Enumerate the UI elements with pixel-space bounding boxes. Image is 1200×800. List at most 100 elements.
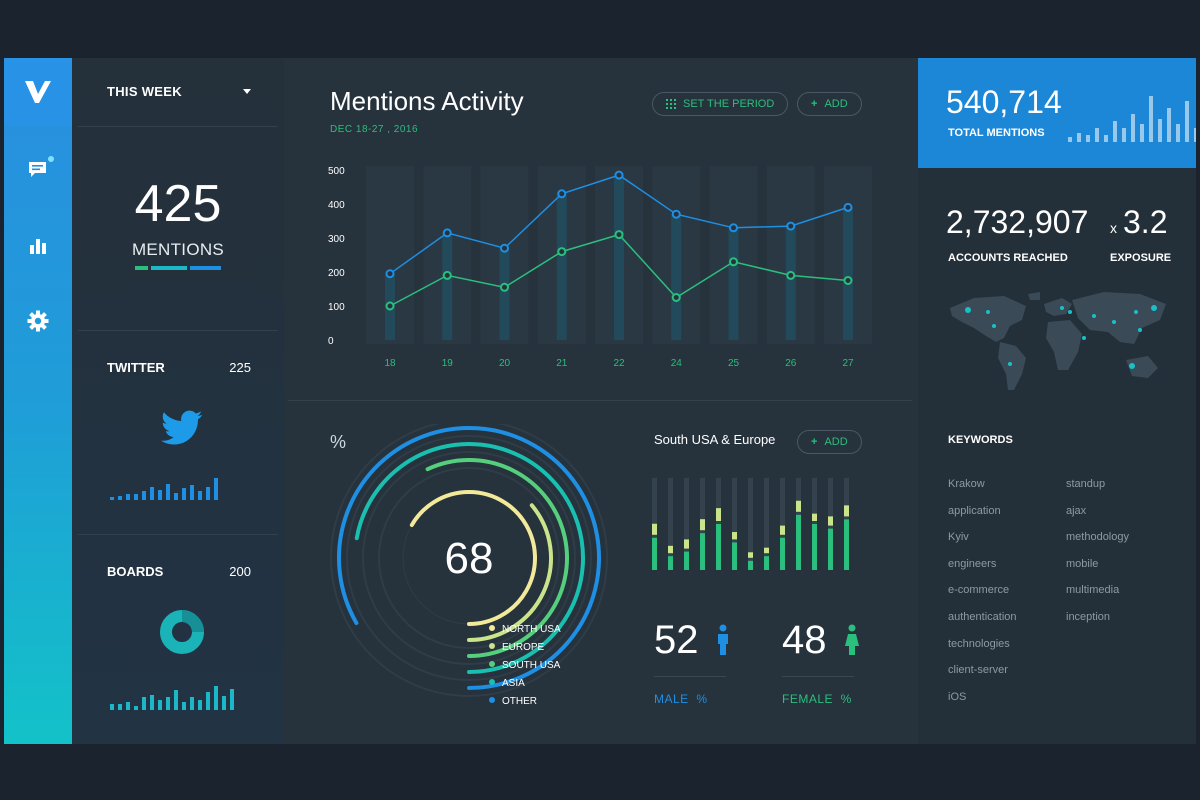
region-title: South USA & Europe [654, 432, 776, 447]
logo[interactable] [4, 58, 72, 126]
nav-settings[interactable] [20, 303, 56, 339]
exposure-label: EXPOSURE [1110, 252, 1172, 264]
spark-bar [158, 489, 162, 500]
region-bar-chart [652, 478, 849, 570]
x-tick-label: 22 [613, 358, 625, 369]
keyword-item[interactable]: standup [1066, 478, 1106, 490]
exposure-prefix: x [1110, 220, 1117, 236]
data-point[interactable] [671, 209, 681, 219]
data-point[interactable] [385, 301, 395, 311]
mentions-indicator [135, 266, 221, 270]
data-point[interactable] [557, 247, 567, 257]
bar-green [732, 542, 737, 570]
x-tick-label: 21 [556, 358, 568, 369]
spark-bar [118, 495, 122, 500]
add-region-button[interactable]: + ADD [797, 430, 862, 454]
plus-icon: + [811, 436, 818, 448]
spark-bar [1095, 128, 1099, 142]
spark-bar [214, 477, 218, 500]
spark-bar [1167, 107, 1171, 142]
bar-green [796, 514, 801, 570]
x-tick-label: 20 [499, 358, 511, 369]
twitter-icon [161, 410, 203, 451]
spark-bar [206, 691, 210, 710]
data-point[interactable] [385, 269, 395, 279]
nav-rail [4, 58, 72, 744]
spark-bar [158, 700, 162, 710]
y-tick-label: 100 [328, 302, 345, 313]
bar-yellow [684, 539, 689, 549]
bar-green [652, 537, 657, 570]
data-point[interactable] [442, 270, 452, 280]
ring-track [378, 467, 560, 649]
keyword-item[interactable]: mobile [1066, 557, 1099, 570]
data-point[interactable] [614, 170, 624, 180]
keyword-item[interactable]: technologies [948, 637, 1010, 650]
add-label: ADD [824, 436, 848, 448]
divider [782, 676, 854, 677]
keyword-item[interactable]: iOS [948, 690, 967, 703]
spark-bar [1131, 114, 1135, 142]
bar-green [700, 533, 705, 570]
keyword-item[interactable]: multimedia [1066, 584, 1120, 597]
keyword-item[interactable]: Kyiv [948, 531, 969, 544]
keyword-item[interactable]: authentication [948, 611, 1017, 623]
data-point[interactable] [557, 189, 567, 199]
bar-yellow [812, 513, 817, 521]
value-column [614, 175, 624, 340]
data-point[interactable] [786, 270, 796, 280]
data-point[interactable] [500, 282, 509, 292]
keyword-item[interactable]: Krakow [948, 478, 985, 490]
keyword-item[interactable]: inception [1066, 611, 1111, 623]
radial-chart: 68 NORTH USA EUROPE SOUTH USA ASIA OTHER [330, 424, 608, 707]
world-map [950, 292, 1166, 390]
data-point[interactable] [500, 243, 509, 253]
data-point[interactable] [614, 230, 624, 240]
set-period-button[interactable]: SET THE PERIOD [652, 92, 789, 116]
add-activity-button[interactable]: + ADD [797, 92, 862, 116]
data-point[interactable] [729, 223, 738, 233]
data-point[interactable] [442, 228, 452, 238]
bar-green [764, 556, 769, 570]
bar-track [764, 478, 769, 570]
spark-bar [110, 704, 114, 710]
bar-green [812, 524, 817, 570]
boards-sparkline [110, 686, 234, 710]
period-select[interactable]: THIS WEEK [107, 84, 251, 99]
legend-dot [489, 661, 495, 667]
data-point[interactable] [843, 276, 853, 285]
spark-bar [198, 700, 202, 710]
keyword-item[interactable]: client-server [948, 664, 1008, 677]
y-tick-label: 400 [328, 200, 345, 211]
activity-title: Mentions Activity [330, 86, 524, 116]
nav-analytics[interactable] [20, 228, 56, 264]
ring-track [330, 424, 608, 697]
spark-bar [118, 704, 122, 710]
nav-messages[interactable] [20, 152, 56, 188]
chat-icon [29, 162, 46, 177]
period-label: THIS WEEK [107, 84, 182, 99]
keyword-item[interactable]: methodology [1066, 531, 1129, 544]
spark-bar [126, 701, 130, 710]
keyword-item[interactable]: ajax [1066, 504, 1087, 517]
bar-green [844, 519, 849, 570]
keyword-item[interactable]: engineers [948, 557, 997, 570]
spark-bar [150, 694, 154, 710]
keyword-item[interactable]: application [948, 504, 1001, 517]
y-tick-label: 500 [328, 166, 345, 177]
mentions-count: 425 [134, 175, 222, 233]
data-point[interactable] [671, 293, 681, 302]
spark-bar [1122, 128, 1126, 142]
notification-dot [48, 156, 54, 162]
x-tick-label: 27 [842, 358, 854, 369]
bar-track [748, 478, 753, 570]
data-point[interactable] [786, 221, 796, 231]
keyword-item[interactable]: e-commerce [948, 584, 1010, 597]
data-point[interactable] [729, 257, 738, 267]
plus-icon: + [811, 98, 818, 110]
data-point[interactable] [843, 202, 853, 212]
spark-bar [134, 494, 138, 500]
bar-yellow [780, 525, 785, 535]
spark-bar [1086, 135, 1090, 142]
spark-bar [182, 701, 186, 710]
